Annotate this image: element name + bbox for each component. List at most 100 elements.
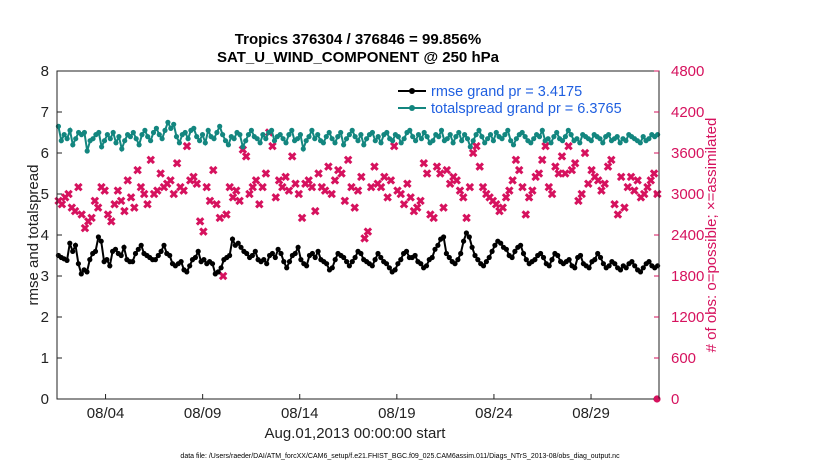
obs-x-marker: [376, 182, 386, 192]
data-point: [222, 138, 229, 144]
obs-x-marker: [383, 193, 392, 202]
data-point: [386, 265, 392, 271]
data-point: [600, 140, 606, 146]
data-point: [280, 136, 286, 142]
data-point: [335, 134, 341, 140]
data-point: [277, 132, 283, 138]
obs-x-marker: [77, 210, 86, 219]
obs-x-marker: [153, 186, 162, 195]
data-point: [483, 259, 489, 265]
y-axis-label: rmse and totalspread: [25, 165, 42, 306]
data-point: [101, 138, 108, 144]
obs-x-marker: [120, 206, 129, 216]
obs-x-marker: [613, 210, 623, 219]
obs-x-marker: [143, 199, 152, 209]
data-point: [84, 269, 90, 275]
data-point: [187, 263, 193, 269]
obs-x-marker: [133, 165, 142, 175]
data-point: [512, 248, 518, 254]
obs-x-marker: [278, 182, 287, 192]
obs-x-marker: [475, 162, 484, 171]
data-point: [252, 248, 258, 254]
data-point: [361, 142, 367, 148]
obs-x-marker: [130, 203, 139, 212]
obs-x-marker: [593, 176, 603, 185]
obs-assimilated-series: [54, 128, 662, 281]
data-point: [378, 254, 384, 261]
data-point: [577, 140, 583, 146]
y-tick-label: 2: [41, 309, 49, 326]
data-point: [227, 252, 233, 259]
data-point: [549, 257, 555, 263]
data-point: [96, 129, 102, 136]
data-point: [577, 252, 584, 259]
data-point: [418, 136, 424, 142]
data-point: [586, 265, 592, 271]
data-point: [176, 140, 182, 146]
data-point: [119, 146, 125, 152]
obs-x-marker: [100, 186, 109, 195]
data-point: [565, 127, 571, 133]
data-point: [139, 132, 145, 138]
data-point: [444, 136, 450, 142]
data-point: [104, 132, 110, 138]
obs-x-marker: [554, 169, 563, 178]
data-point: [278, 250, 284, 257]
legend-spread-marker: [409, 105, 415, 111]
data-point: [475, 257, 481, 263]
obs-x-marker: [580, 148, 590, 158]
obs-x-marker: [103, 210, 113, 219]
obs-x-marker: [577, 189, 586, 199]
data-point: [413, 138, 419, 144]
obs-x-marker: [271, 193, 281, 202]
data-point: [566, 257, 572, 263]
obs-x-marker: [156, 169, 165, 178]
data-point: [84, 148, 90, 154]
data-point: [323, 134, 329, 140]
data-point: [162, 127, 168, 133]
obs-x-marker: [126, 193, 136, 202]
data-point: [536, 134, 543, 140]
obs-x-marker: [353, 186, 363, 195]
obs-x-marker: [511, 155, 521, 165]
data-point: [171, 121, 177, 127]
data-point: [597, 136, 603, 142]
x-tick-label: 08/19: [378, 405, 416, 422]
x-axis: 08/04 08/09 08/14 08/19 08/24 08/29: [87, 394, 610, 422]
data-point: [523, 257, 529, 263]
obs-x-marker: [212, 199, 221, 209]
data-point: [518, 242, 524, 248]
obs-x-marker: [419, 158, 429, 168]
data-point: [332, 257, 338, 263]
data-point: [168, 125, 174, 131]
data-point: [118, 252, 124, 259]
data-point: [312, 254, 318, 261]
obs-x-marker: [228, 193, 238, 202]
x-tick-label: 08/09: [184, 405, 222, 422]
data-point: [145, 134, 151, 140]
obs-x-marker: [116, 196, 126, 206]
y2-tick-label: 600: [671, 350, 696, 367]
data-point: [269, 127, 275, 133]
obs-x-marker: [455, 186, 465, 195]
totalspread-series: [55, 119, 661, 154]
obs-x-marker: [146, 155, 156, 165]
data-point: [201, 257, 207, 263]
obs-x-marker: [498, 203, 508, 212]
data-point: [309, 127, 315, 133]
obs-x-marker: [287, 152, 297, 161]
obs-x-marker: [501, 193, 511, 202]
legend-rmse-marker: [409, 88, 415, 94]
data-point: [606, 132, 612, 138]
obs-x-marker: [472, 141, 481, 151]
data-point: [209, 261, 216, 267]
obs-x-marker: [363, 227, 373, 236]
obs-x-marker: [505, 186, 514, 195]
data-point: [466, 234, 472, 240]
y2-tick-label: 3600: [671, 145, 704, 162]
data-point: [510, 142, 517, 148]
obs-x-marker: [560, 169, 570, 178]
obs-x-marker: [370, 162, 379, 171]
data-point: [263, 136, 269, 142]
x-tick-label: 08/14: [281, 405, 319, 422]
